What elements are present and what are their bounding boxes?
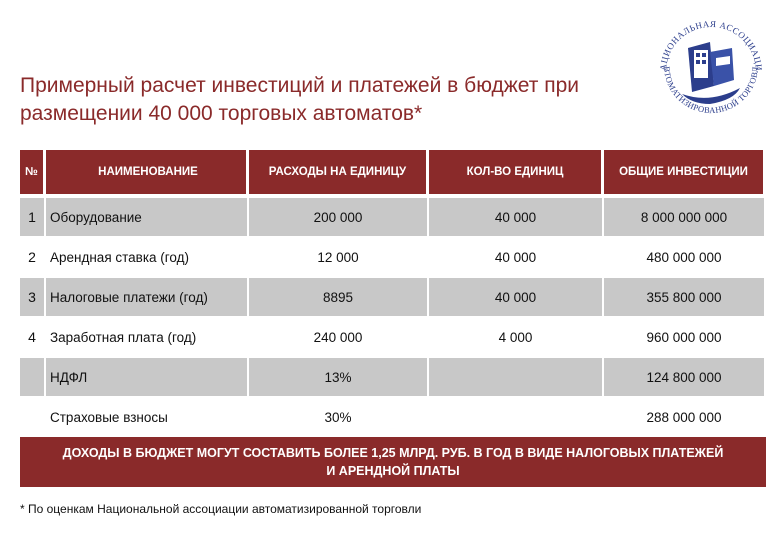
- row-total: 960 000 000: [604, 318, 766, 358]
- row-name: НДФЛ: [46, 358, 249, 398]
- row-total: 8 000 000 000: [604, 198, 766, 238]
- row-name: Страховые взносы: [46, 398, 249, 438]
- row-total: 355 800 000: [604, 278, 766, 318]
- row-cost: 13%: [249, 358, 429, 398]
- row-num: [20, 398, 46, 438]
- table-row: 2 Арендная ставка (год) 12 000 40 000 48…: [20, 238, 766, 278]
- row-total: 288 000 000: [604, 398, 766, 438]
- conclusion-banner: ДОХОДЫ В БЮДЖЕТ МОГУТ СОСТАВИТЬ БОЛЕЕ 1,…: [20, 437, 766, 487]
- row-num: [20, 358, 46, 398]
- header-cost: РАСХОДЫ НА ЕДИНИЦУ: [249, 150, 429, 196]
- row-qty: 40 000: [429, 278, 604, 318]
- row-num: 4: [20, 318, 46, 358]
- row-name: Арендная ставка (год): [46, 238, 249, 278]
- header-qty: КОЛ-ВО ЕДИНИЦ: [429, 150, 604, 196]
- row-qty: [429, 358, 604, 398]
- table-header-row: № НАИМЕНОВАНИЕ РАСХОДЫ НА ЕДИНИЦУ КОЛ-ВО…: [20, 150, 766, 196]
- header-name: НАИМЕНОВАНИЕ: [46, 150, 249, 196]
- row-name: Налоговые платежи (год): [46, 278, 249, 318]
- row-total: 480 000 000: [604, 238, 766, 278]
- row-cost: 12 000: [249, 238, 429, 278]
- header-total: ОБЩИЕ ИНВЕСТИЦИИ: [604, 150, 766, 196]
- row-num: 3: [20, 278, 46, 318]
- association-logo: НАЦИОНАЛЬНАЯ АССОЦИАЦИЯ АВТОМАТИЗИРОВАНН…: [652, 8, 764, 115]
- header-num: №: [20, 150, 46, 196]
- table-row: 4 Заработная плата (год) 240 000 4 000 9…: [20, 318, 766, 358]
- footnote: * По оценкам Национальной ассоциации авт…: [20, 502, 422, 516]
- row-cost: 30%: [249, 398, 429, 438]
- row-qty: 40 000: [429, 198, 604, 238]
- table-row: Страховые взносы 30% 288 000 000: [20, 398, 766, 438]
- table-row: НДФЛ 13% 124 800 000: [20, 358, 766, 398]
- row-cost: 200 000: [249, 198, 429, 238]
- row-num: 2: [20, 238, 46, 278]
- table-row: 3 Налоговые платежи (год) 8895 40 000 35…: [20, 278, 766, 318]
- investment-table: № НАИМЕНОВАНИЕ РАСХОДЫ НА ЕДИНИЦУ КОЛ-ВО…: [20, 150, 766, 438]
- row-name: Оборудование: [46, 198, 249, 238]
- title-line-1: Примерный расчет инвестиций и платежей в…: [20, 74, 580, 97]
- title-line-2: размещении 40 000 торговых автоматов*: [20, 102, 423, 125]
- row-qty: 4 000: [429, 318, 604, 358]
- vending-machine-icon: [682, 42, 740, 104]
- page-title: Примерный расчет инвестиций и платежей в…: [20, 72, 660, 128]
- table-row: 1 Оборудование 200 000 40 000 8 000 000 …: [20, 198, 766, 238]
- row-cost: 8895: [249, 278, 429, 318]
- row-total: 124 800 000: [604, 358, 766, 398]
- row-cost: 240 000: [249, 318, 429, 358]
- row-num: 1: [20, 198, 46, 238]
- row-name: Заработная плата (год): [46, 318, 249, 358]
- row-qty: [429, 398, 604, 438]
- row-qty: 40 000: [429, 238, 604, 278]
